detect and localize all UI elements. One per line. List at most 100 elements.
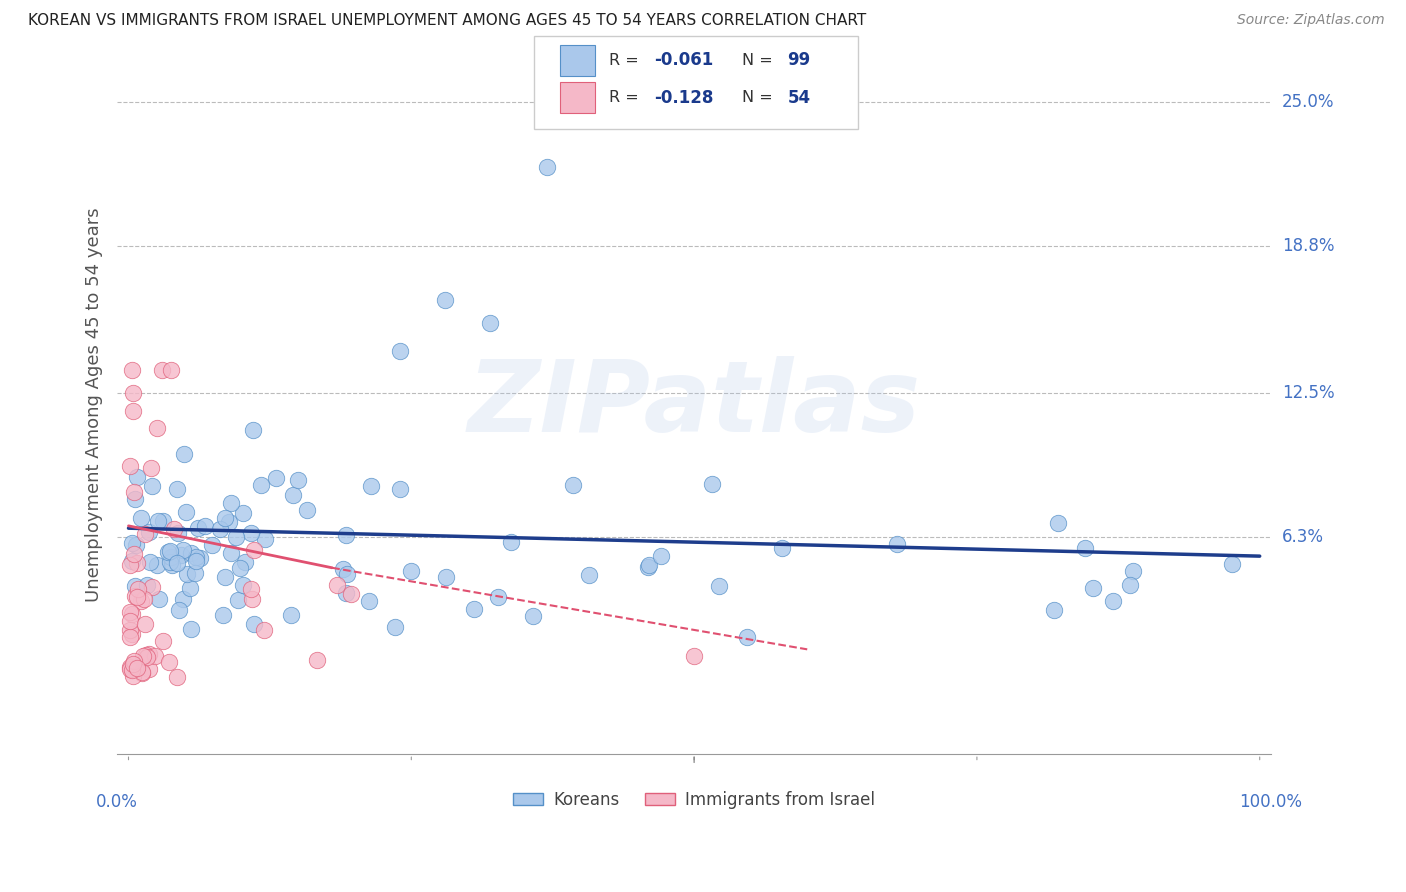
Point: [146, 514, 169, 528]
Point: [229, 561, 252, 575]
Point: [578, 567, 600, 582]
Point: [221, 496, 243, 510]
Point: [239, 582, 262, 597]
Point: [118, 614, 141, 628]
Point: [650, 549, 672, 563]
Point: [121, 669, 143, 683]
Point: [1046, 516, 1069, 530]
Point: [221, 546, 243, 560]
Point: [522, 609, 544, 624]
Point: [134, 617, 156, 632]
Point: [141, 479, 163, 493]
Point: [180, 622, 202, 636]
Point: [121, 663, 143, 677]
Point: [254, 532, 277, 546]
Point: [174, 505, 197, 519]
Point: [1122, 564, 1144, 578]
Point: [307, 653, 329, 667]
Point: [118, 660, 141, 674]
Point: [138, 524, 160, 539]
Point: [295, 503, 318, 517]
Point: [1119, 578, 1142, 592]
Point: [172, 542, 194, 557]
Point: [240, 592, 263, 607]
Point: [332, 562, 354, 576]
Point: [121, 627, 143, 641]
Point: [145, 421, 167, 435]
Point: [124, 579, 146, 593]
Point: [132, 592, 155, 607]
Point: [163, 522, 186, 536]
Point: [232, 506, 254, 520]
Text: 54: 54: [787, 88, 810, 107]
Point: [121, 535, 143, 549]
Point: [434, 293, 457, 307]
Point: [122, 404, 145, 418]
Point: [770, 541, 793, 556]
Point: [135, 578, 157, 592]
Point: [486, 590, 509, 604]
Point: [122, 386, 145, 401]
Point: [157, 655, 180, 669]
Point: [152, 514, 174, 528]
Point: [287, 473, 309, 487]
Point: [146, 558, 169, 572]
Point: [132, 648, 155, 663]
Point: [131, 665, 153, 680]
Point: [121, 362, 143, 376]
Point: [131, 511, 153, 525]
Point: [243, 542, 266, 557]
Point: [700, 477, 723, 491]
Point: [138, 647, 160, 661]
Point: [141, 580, 163, 594]
Point: [1222, 558, 1244, 572]
Text: 0.0%: 0.0%: [96, 793, 138, 811]
Point: [166, 483, 188, 497]
Point: [118, 558, 141, 572]
Point: [118, 623, 141, 637]
Point: [388, 482, 411, 496]
Point: [200, 538, 222, 552]
Point: [141, 461, 163, 475]
Point: [118, 630, 141, 644]
Point: [463, 602, 485, 616]
Point: [124, 485, 146, 500]
Text: -0.061: -0.061: [654, 51, 713, 70]
Point: [264, 471, 287, 485]
Legend: Koreans, Immigrants from Israel: Koreans, Immigrants from Israel: [506, 784, 882, 816]
Point: [118, 459, 141, 474]
Text: ZIPatlas: ZIPatlas: [468, 356, 921, 453]
Text: Source: ZipAtlas.com: Source: ZipAtlas.com: [1237, 13, 1385, 28]
Point: [121, 554, 143, 568]
Point: [152, 362, 174, 376]
Point: [129, 594, 152, 608]
Point: [283, 488, 305, 502]
Point: [384, 619, 406, 633]
Point: [148, 592, 170, 607]
Point: [335, 586, 357, 600]
Point: [159, 362, 181, 376]
Point: [252, 623, 274, 637]
Point: [232, 577, 254, 591]
Point: [135, 648, 157, 662]
Text: 12.5%: 12.5%: [1282, 384, 1334, 402]
Point: [1043, 603, 1066, 617]
Point: [166, 557, 188, 571]
Point: [218, 515, 240, 529]
Text: R =: R =: [609, 53, 644, 68]
Point: [1102, 594, 1125, 608]
Text: -0.128: -0.128: [654, 88, 713, 107]
Point: [125, 661, 148, 675]
Point: [127, 470, 149, 484]
Point: [159, 544, 181, 558]
Point: [134, 527, 156, 541]
Point: [124, 492, 146, 507]
Point: [401, 564, 423, 578]
Text: KOREAN VS IMMIGRANTS FROM ISRAEL UNEMPLOYMENT AMONG AGES 45 TO 54 YEARS CORRELAT: KOREAN VS IMMIGRANTS FROM ISRAEL UNEMPLO…: [28, 13, 866, 29]
Point: [184, 550, 207, 565]
Point: [127, 591, 149, 605]
Point: [501, 535, 523, 549]
Point: [214, 511, 236, 525]
Point: [536, 160, 558, 174]
Point: [138, 662, 160, 676]
